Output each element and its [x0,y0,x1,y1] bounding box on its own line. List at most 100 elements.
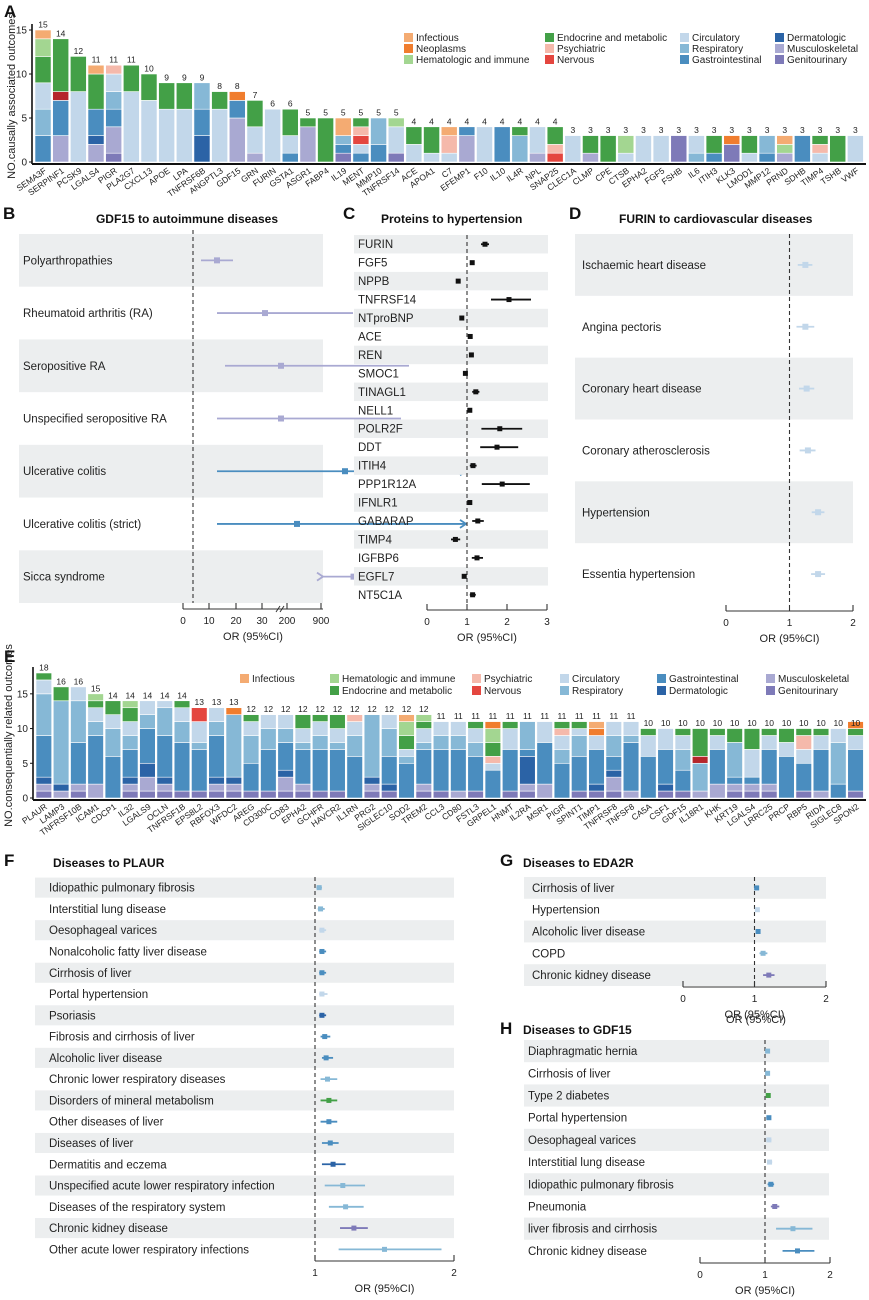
bar-segment-dermatologic [225,776,242,785]
bar-value-label: 12 [264,704,274,714]
forest-row: Coronary atherosclerosis [582,445,816,457]
forest-row: liver fibrosis and cirrhosis [528,1224,813,1236]
bar-segment-respiratory [87,721,104,736]
bar-segment-endocrine-and-metabolic [405,126,423,145]
point-estimate [316,885,322,891]
bar-segment-endocrine-and-metabolic [312,714,329,722]
legend-swatch [545,44,554,53]
point-estimate [772,1204,778,1209]
bar-segment-circulatory [847,135,864,163]
forest-row: ITIH4 [358,461,477,473]
legend-label: Circulatory [572,674,620,685]
bar-segment-circulatory [830,728,847,743]
point-estimate [461,573,467,579]
point-estimate [214,257,220,264]
forest-row: ACE [358,331,473,343]
bar-segment-endocrine-and-metabolic [415,721,432,729]
row-label: Unspecified seropositive RA [23,414,167,426]
bar-segment-circulatory [264,108,281,163]
x-tick-label: F10 [472,165,490,182]
point-estimate [482,241,488,247]
bar-segment-respiratory [830,742,847,785]
forest-row: Cirrhosis of liver [528,1068,771,1080]
bar-segment-endocrine-and-metabolic [70,56,87,92]
bar-value-label: 11 [127,55,136,65]
legend-label: Nervous [557,55,594,66]
bar-segment-respiratory [191,742,208,750]
forest-row: Angina pectoris [582,322,815,334]
row-label: Angina pectoris [582,322,662,334]
bar-segment-neoplasms [225,707,242,715]
legend-swatch [775,55,784,64]
bar-value-label: 14 [160,690,170,700]
bar-value-label: 10 [747,718,757,728]
row-label: NTproBNP [358,313,414,325]
bar-value-label: 11 [523,711,532,721]
bar-segment-gastrointestinal [605,756,622,771]
row-band [354,493,548,512]
bar-segment-genitourinary [847,790,864,799]
bar-segment-respiratory [193,82,211,110]
forest-row: Nonalcoholic fatty liver disease [49,946,327,958]
axis-break-icon [275,605,285,613]
forest-row: DDT [358,442,519,454]
bar-value-label: 12 [350,704,360,714]
forest-row: Alcoholic liver disease [49,1053,334,1065]
bar-segment-circulatory [415,728,432,743]
forest-row: Chronic kidney disease [49,1223,368,1235]
bar-segment-respiratory [334,135,352,145]
bar-segment-genitourinary [657,790,674,799]
bar-value-label: 10 [834,718,844,728]
bar-value-label: 12 [298,704,308,714]
bar-segment-respiratory [260,728,277,750]
point-estimate [754,907,760,913]
bar-segment-hematologic-and-immune [415,714,432,722]
legend-swatch [766,686,775,695]
bar-segment-neoplasms [588,728,605,736]
row-label: Oesophageal varices [49,925,157,937]
bar-segment-musculoskeletal [246,152,264,163]
panel-title: FURIN to cardiovascular diseases [619,212,813,226]
bar-segment-respiratory [329,742,346,750]
bar-segment-musculoskeletal [691,790,709,799]
bar-segment-respiratory [726,742,743,778]
row-band [19,550,323,603]
bar-value-label: 12 [333,704,343,714]
forest-row: Chronic kidney disease [532,970,775,982]
point-estimate [766,1137,772,1143]
bar-segment-circulatory [122,721,139,736]
forest-row: Essentia hypertension [582,569,826,581]
forest-row: Other diseases of liver [49,1117,338,1129]
bar-segment-respiratory [553,749,571,764]
bar-segment-musculoskeletal [225,783,242,792]
point-estimate [760,950,766,956]
bar-segment-gastrointestinal [381,756,398,785]
bar-segment-circulatory [87,707,104,722]
legend-label: Hematologic and immune [342,674,456,685]
bar-value-label: 3 [570,125,575,135]
bar-segment-psychiatric [440,135,458,154]
bar-value-label: 14 [56,28,66,38]
row-label: Chronic kidney disease [49,1223,168,1235]
bar-segment-gastrointestinal [191,749,208,792]
bar-segment-nervous-dark [691,756,709,764]
panel-label: E [4,647,15,666]
row-label: ACE [358,331,382,343]
legend-label: Dermatologic [669,686,728,697]
forest-row: Portal hypertension [528,1113,772,1125]
bar-segment-endocrine-and-metabolic [122,707,139,722]
row-band [35,1090,454,1111]
bar-value-label: 16 [56,676,66,686]
legend-label: Infectious [252,674,295,685]
bar-value-label: 14 [108,690,118,700]
row-label: Disorders of mineral metabolism [49,1095,214,1107]
bar-segment-dermatologic [657,783,674,792]
point-estimate [795,1248,800,1254]
bar-value-label: 5 [394,108,399,118]
forest-row: Diseases of the respiratory system [49,1202,364,1214]
bar-value-label: 11 [92,55,101,65]
panel-label: B [3,204,15,223]
bar-segment-respiratory [225,714,242,778]
bar-segment-circulatory [208,707,225,722]
legend-label: Endocrine and metabolic [557,33,667,44]
